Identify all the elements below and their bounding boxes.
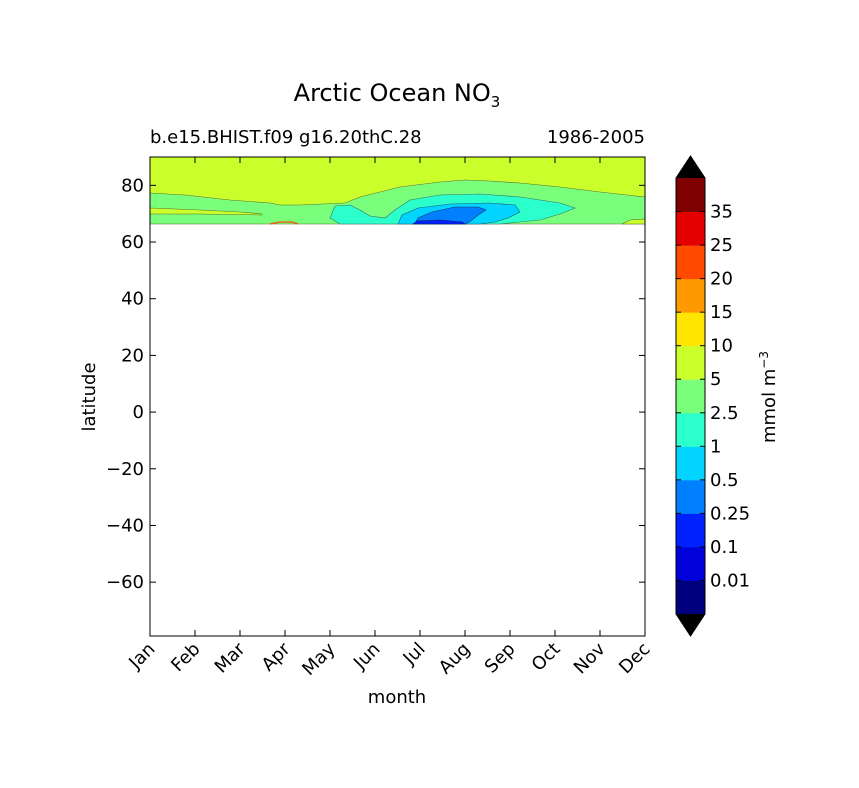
- x-tick-label: Apr: [258, 638, 295, 675]
- colorbar-segment: [676, 211, 705, 246]
- contour-line-red-apr: [269, 221, 299, 225]
- x-tick-label: Jul: [399, 639, 430, 670]
- plot-frame: [149, 156, 646, 637]
- colorbar-tick-label: 0.5: [710, 470, 739, 491]
- colorbar-segment: [676, 278, 705, 313]
- colorbar-extend-high: [676, 156, 705, 178]
- colorbar-label-sup: −3: [757, 351, 771, 369]
- colorbar-tick-label: 25: [710, 235, 733, 256]
- contour-band-0-1-0-25: [412, 219, 466, 225]
- x-axis-label: month: [368, 687, 426, 708]
- x-tick-label: Jan: [124, 639, 159, 674]
- colorbar-tick-label: 1: [710, 436, 721, 457]
- colorbar: [675, 155, 706, 637]
- y-tick-label: 60: [121, 232, 144, 253]
- y-axis: 80 60 40 20 0 −20 −40 −60: [106, 175, 645, 593]
- y-tick-label: 80: [121, 175, 144, 196]
- x-tick-label: Jun: [349, 639, 384, 674]
- plot-area: [149, 156, 646, 637]
- colorbar-segment: [676, 513, 705, 548]
- colorbar-segment: [676, 446, 705, 481]
- y-tick-label: 40: [121, 289, 144, 310]
- colorbar-segment: [676, 580, 705, 615]
- colorbar-tick-label: 0.1: [710, 537, 739, 558]
- colorbar-tick-label: 0.25: [710, 503, 750, 524]
- left-subtitle: b.e15.BHIST.f09 g16.20thC.28: [150, 127, 422, 148]
- chart-title: Arctic Ocean NO3: [294, 79, 501, 111]
- colorbar-tick-label: 35: [710, 202, 733, 223]
- colorbar-ticks: 0.01 0.1 0.25 0.5 1 2.5 5 10 15 20 25 35: [676, 202, 750, 591]
- x-tick-label: Sep: [481, 639, 520, 678]
- y-tick-label: 0: [133, 402, 144, 423]
- x-tick-label: Feb: [167, 639, 204, 676]
- colorbar-segment: [676, 412, 705, 447]
- plot-background: [150, 157, 645, 636]
- colorbar-label: mmol m−3: [757, 351, 780, 443]
- contour-band-0-25-0-5: [414, 206, 487, 225]
- colorbar-segment: [676, 379, 705, 414]
- chart-title-subscript: 3: [491, 93, 501, 111]
- colorbar-segment: [676, 345, 705, 380]
- colorbar-label-main: mmol m: [759, 369, 780, 443]
- x-tick-label: May: [298, 638, 339, 679]
- colorbar-tick-label: 15: [710, 302, 733, 323]
- chart-title-main: Arctic Ocean NO: [294, 79, 491, 107]
- x-tick-label: Aug: [435, 639, 475, 679]
- colorbar-tick-label: 10: [710, 336, 733, 357]
- y-tick-label: −60: [106, 572, 144, 593]
- colorbar-extend-low: [676, 614, 705, 636]
- x-tick-label: Nov: [570, 638, 610, 678]
- y-axis-label: latitude: [79, 362, 100, 431]
- colorbar-segment: [676, 245, 705, 280]
- colorbar-outline: [675, 155, 706, 637]
- y-tick-label: −40: [106, 515, 144, 536]
- colorbar-segment: [676, 312, 705, 347]
- y-tick-label: 20: [121, 345, 144, 366]
- colorbar-segment: [676, 479, 705, 514]
- contour-band-2-5-5-left: [149, 207, 263, 216]
- colorbar-tick-label: 20: [710, 269, 733, 290]
- colorbar-tick-label: 0.01: [710, 570, 750, 591]
- x-tick-label: Mar: [211, 638, 250, 677]
- x-tick-label: Dec: [615, 639, 654, 678]
- colorbar-segment: [676, 546, 705, 581]
- y-tick-label: −20: [106, 459, 144, 480]
- colorbar-tick-label: 2.5: [710, 403, 739, 424]
- contour-fills: [149, 157, 646, 225]
- right-subtitle: 1986-2005: [547, 127, 645, 148]
- colorbar-tick-label: 5: [710, 369, 721, 390]
- x-tick-label: Oct: [528, 639, 565, 676]
- colorbar-segment: [676, 178, 705, 213]
